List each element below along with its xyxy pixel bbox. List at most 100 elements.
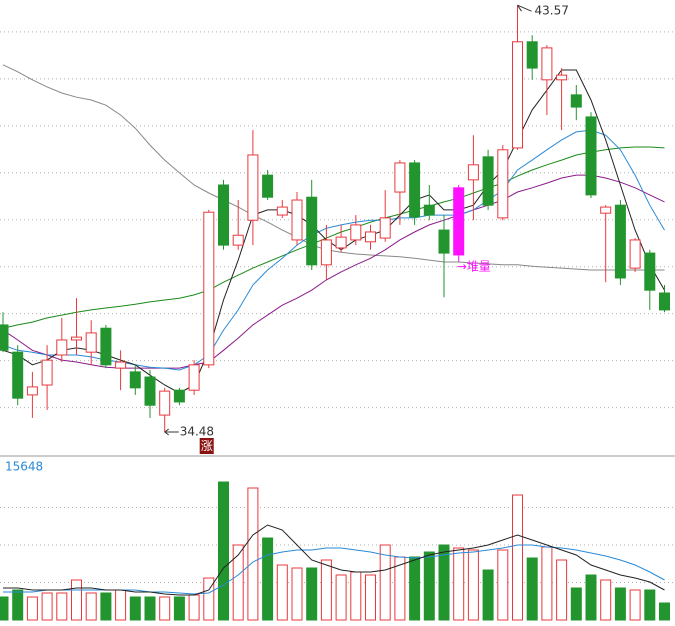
volume-bar (379, 544, 391, 621)
volume-bar (482, 569, 494, 621)
volume-bar (320, 559, 332, 621)
candle-body (394, 162, 406, 193)
ma-line (2, 64, 665, 271)
badge-box (199, 437, 214, 454)
volume-bar (629, 589, 641, 621)
candle-body (85, 332, 97, 353)
candle-body (115, 361, 127, 369)
ma-line (2, 174, 665, 369)
volume-bar (291, 567, 303, 621)
candle-body (644, 252, 656, 291)
volume-bar (129, 596, 141, 621)
candle-body (41, 359, 53, 386)
volume-bar (600, 579, 612, 621)
candle-body (585, 116, 597, 196)
candle-body (614, 204, 626, 279)
volume-bar (365, 574, 376, 621)
candle-body (12, 351, 24, 399)
volume-bar (144, 596, 156, 621)
candle-body (659, 292, 670, 311)
candle-body (350, 224, 362, 241)
candle-body (188, 364, 200, 391)
volume-bar (438, 544, 450, 621)
candle-body (497, 149, 509, 219)
volume-bar (26, 596, 38, 621)
candle-body (232, 234, 244, 246)
candle-body (629, 239, 641, 269)
badge: 涨 (201, 438, 213, 453)
candle-body (56, 339, 68, 356)
volume-bar (570, 587, 582, 621)
volume-bar (12, 589, 24, 621)
volume-bar (276, 564, 288, 621)
candle-body (159, 390, 171, 416)
candle-body (556, 74, 568, 81)
candle-body (438, 229, 450, 254)
volume-bar (335, 574, 347, 621)
candle-body (26, 386, 38, 396)
volume-bar (585, 574, 597, 621)
candle-body (335, 236, 347, 249)
candle-body (203, 211, 215, 366)
candle-body (512, 41, 523, 149)
low-label: 34.48 (180, 424, 214, 438)
candle-body (409, 162, 421, 218)
ma-line (2, 69, 665, 394)
candle-body (262, 174, 274, 198)
candle-body (218, 184, 229, 246)
candle-body (173, 389, 185, 403)
candle-body (291, 199, 303, 241)
leader-line (517, 4, 532, 12)
volume-bar (247, 487, 259, 621)
volume-bar (71, 579, 82, 621)
candle-body (467, 164, 479, 181)
volume-bar (453, 547, 465, 621)
volume-bar (203, 577, 215, 621)
volume-bar (173, 596, 185, 621)
candle-body (379, 217, 391, 239)
ma-line (2, 129, 665, 371)
candle-body (306, 196, 318, 266)
ma-line (2, 146, 665, 329)
volume-bar (644, 589, 656, 621)
candle-body (144, 376, 156, 406)
candle-body (541, 47, 553, 81)
candle-body (100, 327, 112, 366)
volume-bar (659, 602, 670, 621)
candle-body (600, 206, 612, 214)
candle-body (453, 187, 465, 256)
volume-bar (115, 589, 127, 621)
candle-body (276, 206, 288, 216)
ma-line (3, 524, 665, 596)
candle-body (482, 156, 494, 206)
volume-bar (100, 592, 112, 621)
candle-body (71, 336, 82, 341)
volume-bar (497, 549, 509, 621)
volume-bar (85, 592, 97, 621)
leader-line (164, 428, 179, 436)
volume-bar (159, 596, 171, 621)
volume-bar (556, 559, 568, 621)
volume-bar (467, 549, 479, 621)
pattern-label: →堆量 (457, 260, 491, 274)
candle-body (247, 154, 259, 221)
candle-body (365, 231, 376, 243)
volume-bar (0, 596, 9, 621)
volume-bar (218, 481, 229, 621)
candle-body (526, 41, 538, 69)
volume-bar (188, 594, 200, 621)
volume-bar (614, 587, 626, 621)
volume-bar (541, 546, 553, 621)
volume-bar (262, 537, 274, 621)
volume-bar (526, 557, 538, 621)
candle-body (129, 371, 141, 389)
volume-label: 15648 (5, 460, 43, 474)
volume-bar (41, 592, 53, 621)
candle-body (0, 324, 9, 351)
volume-bar (56, 592, 68, 621)
volume-bar (232, 544, 244, 621)
candle-body (570, 94, 582, 108)
volume-bar (306, 567, 318, 621)
